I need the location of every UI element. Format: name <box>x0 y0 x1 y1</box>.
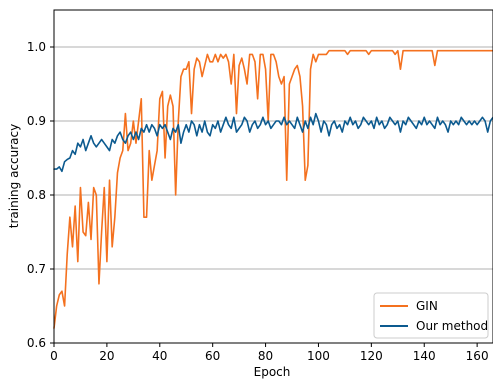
legend-label-gin: GIN <box>416 299 438 313</box>
series-line-gin <box>53 49 493 330</box>
x-tick-label: 0 <box>50 349 58 363</box>
plot-frame <box>53 9 493 344</box>
x-tick-label: 140 <box>413 349 436 363</box>
x-tick-label: 100 <box>307 349 330 363</box>
x-tick-label: 40 <box>152 349 167 363</box>
x-tick-label: 60 <box>205 349 220 363</box>
y-axis-ticks: 0.6 0.7 0.8 0.9 1.0 <box>27 40 54 350</box>
x-axis-ticks: 0 20 40 60 80 100 120 140 160 <box>50 343 489 363</box>
legend-label-our-method: Our method <box>416 319 488 333</box>
x-tick-label: 120 <box>360 349 383 363</box>
x-tick-label: 80 <box>258 349 273 363</box>
y-tick-label: 0.8 <box>27 188 46 202</box>
y-tick-label: 0.7 <box>27 262 46 276</box>
y-tick-label: 0.6 <box>27 336 46 350</box>
y-tick-label: 1.0 <box>27 40 46 54</box>
series-line-our-method <box>53 112 493 173</box>
y-axis-label: training accuracy <box>7 124 21 228</box>
y-tick-label: 0.9 <box>27 114 46 128</box>
legend: GIN Our method <box>373 292 489 339</box>
x-tick-label: 20 <box>99 349 114 363</box>
x-tick-label: 160 <box>466 349 489 363</box>
plot-series <box>53 49 493 330</box>
x-axis-label: Epoch <box>254 365 291 379</box>
